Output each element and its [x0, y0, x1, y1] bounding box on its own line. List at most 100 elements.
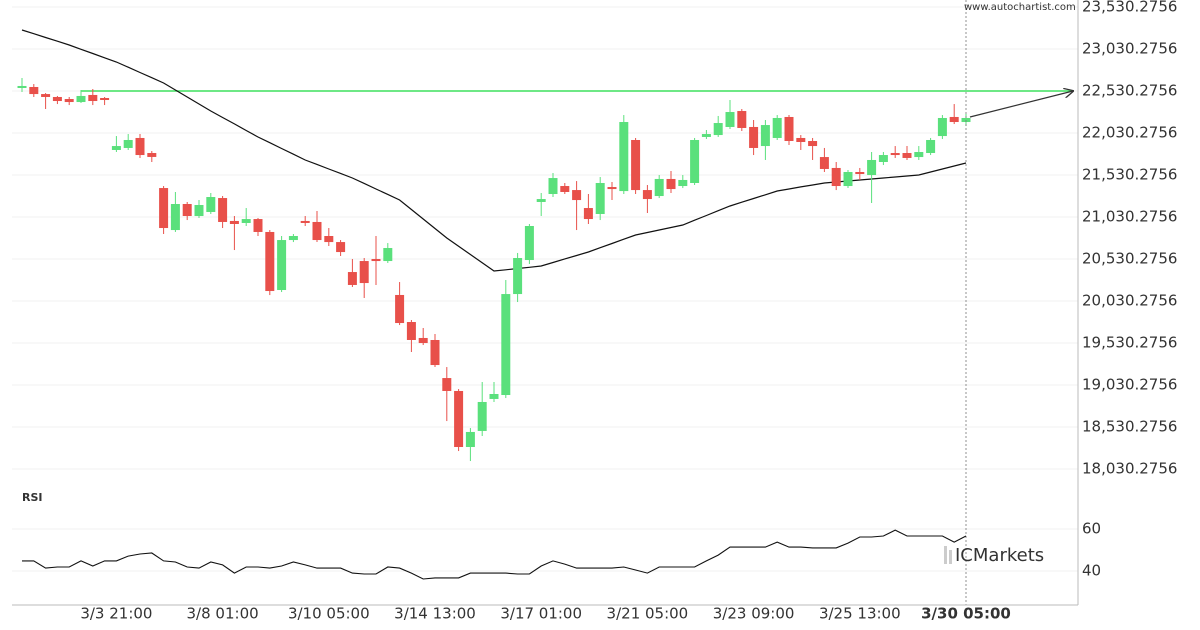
- candle-body: [666, 178, 676, 190]
- candle-body: [383, 248, 393, 262]
- candle-body: [123, 139, 133, 148]
- y-tick-label: 19,530.2756: [1082, 333, 1177, 351]
- candle-body: [442, 378, 452, 391]
- candle-body: [595, 182, 605, 214]
- candle-body: [418, 337, 428, 344]
- candle-body: [147, 153, 157, 157]
- candle-body: [88, 94, 98, 102]
- candle-body: [111, 146, 121, 150]
- y-tick-label: 20,530.2756: [1082, 249, 1177, 267]
- candle-body: [749, 126, 759, 148]
- candle-body: [690, 139, 700, 183]
- grid: [12, 6, 1078, 572]
- x-tick-label: 3/14 13:00: [394, 605, 476, 623]
- candle-body: [347, 272, 357, 285]
- candle-body: [654, 178, 664, 197]
- logo-mark: [949, 550, 952, 564]
- candle-body: [937, 117, 947, 137]
- candle-body: [241, 219, 251, 223]
- candle-body: [194, 205, 204, 217]
- candle-body: [430, 339, 440, 366]
- candle-body: [288, 236, 298, 241]
- candle-body: [135, 137, 145, 156]
- x-tick-label: 3/21 05:00: [607, 605, 689, 623]
- y-tick-label: 21,530.2756: [1082, 165, 1177, 183]
- logo-mark: [944, 546, 947, 564]
- candle-body: [607, 187, 617, 190]
- candle-body: [206, 197, 216, 212]
- candle-body: [218, 198, 228, 222]
- candle-body: [454, 390, 464, 448]
- y-tick-label: 21,030.2756: [1082, 207, 1177, 225]
- candle-body: [796, 137, 806, 143]
- candle-body: [914, 152, 924, 158]
- y-tick-label: 18,530.2756: [1082, 417, 1177, 435]
- candle-body: [760, 125, 770, 147]
- candle-body: [843, 171, 853, 187]
- candle-body: [902, 153, 912, 158]
- candle-body: [41, 94, 51, 97]
- candle-body: [265, 231, 275, 292]
- watermark: www.autochartist.com: [964, 2, 1076, 13]
- candle-body: [300, 220, 310, 223]
- y-tick-label: 20,030.2756: [1082, 291, 1177, 309]
- x-tick-label: 3/8 01:00: [187, 605, 259, 623]
- candle-body: [890, 153, 900, 156]
- candle-body: [548, 178, 558, 195]
- candle-body: [29, 86, 39, 95]
- y-tick-label: 18,030.2756: [1082, 459, 1177, 477]
- candle-body: [772, 117, 782, 138]
- candle-body: [737, 111, 747, 128]
- candle-body: [159, 188, 169, 229]
- x-tick-label: 3/23 09:00: [713, 605, 795, 623]
- candle-body: [324, 236, 334, 243]
- x-tick-label: 3/3 21:00: [80, 605, 152, 623]
- candle-body: [513, 258, 523, 295]
- candle-body: [182, 203, 192, 217]
- candle-body: [371, 259, 381, 262]
- candle-body: [560, 186, 570, 192]
- forecast-arrow: [969, 91, 1073, 118]
- candle-body: [808, 141, 818, 147]
- y-tick-label: 19,030.2756: [1082, 375, 1177, 393]
- candle-body: [489, 394, 499, 399]
- y-tick-label: 60: [1082, 520, 1101, 538]
- y-tick-label: 40: [1082, 562, 1101, 580]
- candle-body: [678, 179, 688, 187]
- candle-body: [277, 240, 287, 291]
- candle-body: [52, 96, 62, 102]
- y-tick-label: 22,030.2756: [1082, 123, 1177, 141]
- candle-body: [831, 167, 841, 187]
- candle-body: [784, 116, 794, 142]
- candle-body: [524, 226, 534, 261]
- candle-body: [819, 157, 829, 169]
- candle-body: [501, 294, 511, 396]
- candle-body: [406, 322, 416, 340]
- x-tick-label: 3/25 13:00: [819, 605, 901, 623]
- rsi-line: [22, 529, 967, 580]
- y-tick-label: 23,530.2756: [1082, 0, 1177, 15]
- candle-body: [336, 242, 346, 253]
- candle-body: [312, 221, 322, 241]
- candle-body: [76, 95, 86, 103]
- candle-body: [359, 261, 369, 284]
- candle-body: [855, 171, 865, 175]
- candle-body: [619, 122, 629, 192]
- y-tick-label: 22,530.2756: [1082, 81, 1177, 99]
- candle-body: [229, 220, 239, 224]
- candle-body: [926, 139, 936, 154]
- candle-body: [572, 190, 582, 201]
- candle-body: [642, 190, 652, 200]
- logo: ICMarkets: [944, 545, 1044, 566]
- moving-average: [21, 29, 967, 272]
- candle-body: [477, 401, 487, 431]
- candle-body: [170, 203, 180, 231]
- candle-body: [713, 123, 723, 136]
- candle-body: [100, 97, 110, 101]
- candle-body: [867, 159, 877, 176]
- rsi-label: RSI: [22, 491, 43, 504]
- candle-body: [949, 116, 959, 123]
- candle-body: [536, 199, 546, 202]
- x-tick-label: 3/30 05:00: [921, 605, 1011, 623]
